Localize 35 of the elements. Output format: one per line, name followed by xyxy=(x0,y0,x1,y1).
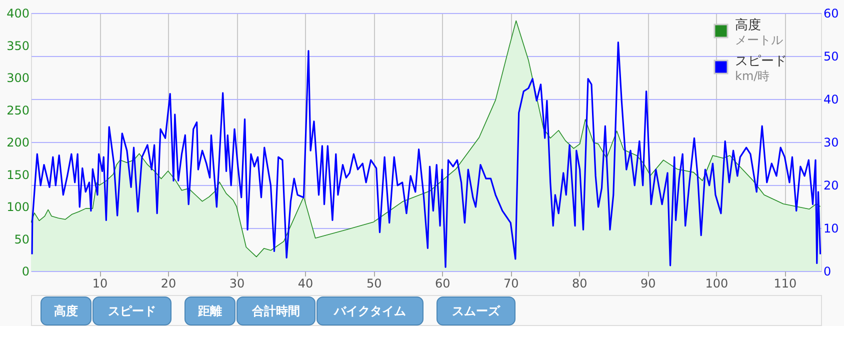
y-tick-label: 100 xyxy=(6,200,30,214)
x-tick-label: 90 xyxy=(640,276,656,290)
x-tick-label: 60 xyxy=(434,276,450,290)
y-tick-label: 50 xyxy=(14,232,30,246)
text: 合計時間 xyxy=(251,304,300,318)
y2-tick-label: 0 xyxy=(824,264,832,278)
legend-label: スピードkm/時 xyxy=(735,54,787,83)
x-tick-label: 110 xyxy=(774,276,797,290)
y2-tick-label: 30 xyxy=(824,136,839,150)
y-tick-label: 300 xyxy=(6,71,30,85)
y-tick-label: 0 xyxy=(22,264,30,278)
y2-tick-label: 60 xyxy=(824,6,839,20)
y2-tick-label: 40 xyxy=(824,92,839,106)
y2-tick-label: 10 xyxy=(824,222,839,236)
x-tick-label: 50 xyxy=(366,276,382,290)
y-tick-label: 250 xyxy=(6,103,30,118)
y-tick-label: 150 xyxy=(6,168,30,182)
text: バイクタイム xyxy=(333,304,406,318)
x-tick-label: 30 xyxy=(229,276,245,290)
y2-tick-label: 20 xyxy=(824,178,839,192)
x-tick-label: 40 xyxy=(298,276,314,290)
x-tick-label: 70 xyxy=(503,276,519,290)
text: 距離 xyxy=(197,304,222,318)
text: スピード xyxy=(108,304,156,318)
y2-tick-label: 50 xyxy=(824,50,839,64)
x-tick-label: 100 xyxy=(705,276,728,290)
y-tick-label: 350 xyxy=(6,38,30,53)
x-tick-label: 20 xyxy=(160,276,176,290)
text: 高度 xyxy=(54,304,78,318)
x-tick-label: 80 xyxy=(572,276,588,290)
y-tick-label: 200 xyxy=(6,136,30,150)
x-tick-label: 10 xyxy=(92,276,108,290)
legend-label: 高度メートル xyxy=(735,17,783,47)
text: スムーズ xyxy=(452,304,501,318)
y-tick-label: 400 xyxy=(6,6,30,20)
